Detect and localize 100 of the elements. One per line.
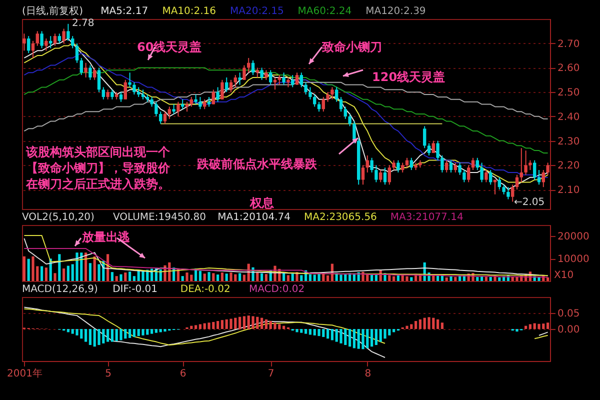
candlestick xyxy=(84,62,88,78)
candlestick xyxy=(58,33,61,44)
annotation: 跌破前低点水平线暴跌 xyxy=(196,157,318,171)
candlestick xyxy=(251,60,255,76)
candlestick xyxy=(330,86,334,100)
candlestick xyxy=(502,184,506,195)
candlestick xyxy=(295,72,299,86)
candlestick xyxy=(102,86,105,100)
candlestick xyxy=(128,72,132,88)
y-tick-label: 2.20 xyxy=(558,160,580,172)
candlestick xyxy=(427,142,431,156)
candlestick xyxy=(396,160,400,173)
annotation: 120线天灵盖 xyxy=(372,70,446,84)
bar xyxy=(115,276,118,281)
candlestick xyxy=(388,164,391,186)
bar xyxy=(418,319,422,329)
candlestick xyxy=(511,184,514,202)
candlestick xyxy=(97,67,101,93)
y-tick-label: 2.10 xyxy=(558,185,580,196)
bar xyxy=(370,274,374,281)
bar xyxy=(212,273,215,281)
bar xyxy=(396,275,400,281)
bar xyxy=(93,256,96,281)
candlestick xyxy=(467,164,470,183)
candlestick xyxy=(93,67,96,80)
candlestick xyxy=(445,160,448,173)
candlestick xyxy=(168,106,171,120)
text: MA5:2.17 xyxy=(100,6,148,17)
candlestick xyxy=(489,170,492,186)
candlestick xyxy=(269,70,272,86)
bar xyxy=(428,317,430,329)
text: MA60:2.24 xyxy=(298,6,352,17)
bar xyxy=(98,329,100,345)
bar xyxy=(194,325,198,329)
y-tick-label: 20000 xyxy=(558,232,590,243)
bar xyxy=(326,275,330,281)
candlestick xyxy=(335,86,338,102)
bar xyxy=(88,329,92,345)
bar xyxy=(238,316,242,329)
annotation: 致命小铡刀 xyxy=(321,40,382,54)
bar xyxy=(84,252,88,281)
bar xyxy=(66,329,70,332)
x-tick-label: 5 xyxy=(105,368,112,380)
bar xyxy=(388,275,391,281)
bar xyxy=(124,272,127,281)
bar xyxy=(445,277,448,281)
bar xyxy=(436,319,440,329)
annotation: 权息 xyxy=(249,196,275,210)
candlestick xyxy=(379,170,382,183)
candlestick xyxy=(392,160,396,171)
bar xyxy=(362,329,364,350)
bar xyxy=(450,276,452,281)
candlestick xyxy=(432,140,435,154)
bar xyxy=(286,275,290,281)
candlestick xyxy=(150,96,154,108)
text: MA3:21077.14 xyxy=(390,212,464,223)
bar xyxy=(524,326,528,329)
bar xyxy=(44,268,48,281)
bar xyxy=(128,272,132,281)
y-tick-label: 2.60 xyxy=(558,63,580,74)
annotation: 2.78 xyxy=(72,18,94,29)
annotation: 在铡刀之后正式进入跌势。 xyxy=(25,177,170,191)
bar xyxy=(220,272,224,281)
bar xyxy=(27,258,30,281)
bar xyxy=(132,276,136,281)
candlestick xyxy=(88,64,92,80)
candlestick xyxy=(176,101,180,117)
candlestick xyxy=(480,162,484,183)
bar xyxy=(392,276,396,281)
candlestick xyxy=(520,148,523,183)
candlestick xyxy=(172,104,176,114)
y-tick-label: 10000 xyxy=(558,254,590,266)
x-tick-label: 2001年 xyxy=(6,368,42,380)
candlestick xyxy=(374,164,378,183)
bar xyxy=(181,276,184,281)
bar xyxy=(142,270,144,281)
candlestick xyxy=(454,162,457,173)
candlestick xyxy=(80,57,83,76)
bar xyxy=(406,326,408,329)
x-tick-label: 8 xyxy=(364,368,372,380)
annotation: ←2.05 xyxy=(514,197,545,208)
y-tick-label: 0.00 xyxy=(558,324,580,336)
bar xyxy=(440,322,444,329)
candlestick xyxy=(36,30,39,46)
bar xyxy=(260,273,264,281)
bar xyxy=(32,256,34,281)
candlestick xyxy=(212,89,215,105)
candlestick xyxy=(278,74,281,86)
bar xyxy=(242,316,246,329)
candlestick xyxy=(137,86,140,98)
bar xyxy=(54,273,56,281)
candlestick xyxy=(75,42,79,64)
y-tick-label: 2.70 xyxy=(558,38,580,50)
candlestick xyxy=(159,111,162,124)
bar xyxy=(110,272,114,281)
candlestick xyxy=(322,96,325,112)
bar xyxy=(238,273,242,281)
annotation: 60线天灵盖 xyxy=(137,40,202,54)
bar xyxy=(282,326,286,329)
candlestick xyxy=(216,86,220,102)
